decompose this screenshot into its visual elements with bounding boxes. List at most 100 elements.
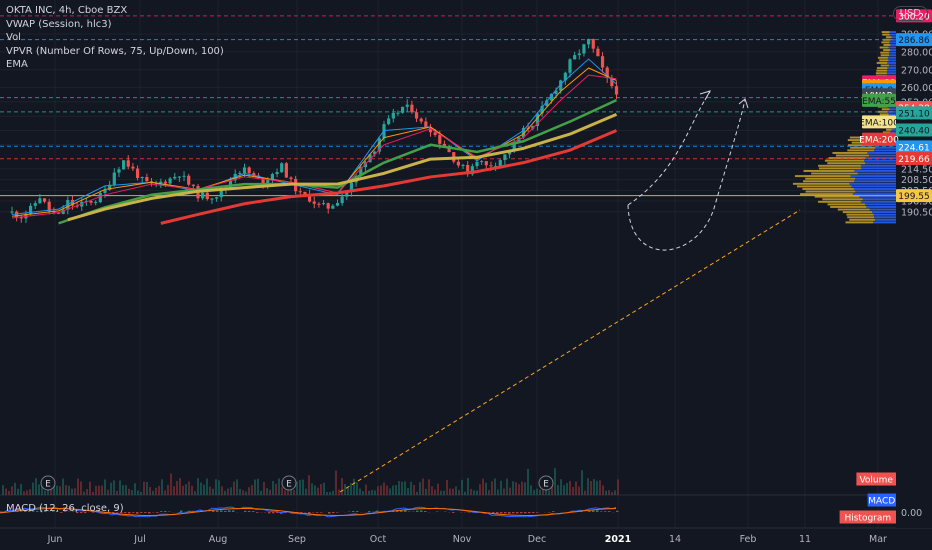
volume-bar bbox=[80, 481, 82, 495]
vpvr-row-up bbox=[865, 162, 896, 165]
candle-body bbox=[321, 203, 326, 205]
macd-pane bbox=[0, 506, 619, 518]
macd-legend[interactable]: MACD (12, 26, close, 9) bbox=[6, 503, 124, 514]
candle-body bbox=[391, 112, 395, 119]
price-tag-bg bbox=[896, 152, 932, 166]
candle-body bbox=[191, 184, 195, 187]
vpvr-row-up bbox=[890, 38, 896, 41]
vpvr-row-up bbox=[889, 108, 896, 111]
volume-bar bbox=[611, 491, 613, 495]
candle-body bbox=[521, 127, 526, 138]
time-tick: Mar bbox=[869, 534, 887, 545]
vpvr-row-down bbox=[835, 154, 869, 157]
macd-histogram-bar bbox=[24, 509, 27, 512]
candle-body bbox=[331, 205, 335, 209]
vpvr-row-down bbox=[885, 36, 892, 39]
volume-bar bbox=[365, 484, 367, 495]
vpvr-row-up bbox=[891, 128, 896, 131]
vpvr-row-down bbox=[818, 164, 861, 167]
candle-body bbox=[317, 203, 321, 205]
price-tick: 280.00 bbox=[901, 47, 932, 58]
volume-bar bbox=[11, 486, 13, 495]
volume-bar bbox=[377, 486, 379, 495]
candle-body bbox=[512, 142, 516, 152]
vpvr-row-down bbox=[875, 72, 887, 75]
vpvr-row-down bbox=[883, 49, 891, 52]
indicator-ema[interactable]: EMA bbox=[6, 59, 28, 70]
volume-bar bbox=[584, 490, 586, 495]
volume-bar bbox=[119, 480, 121, 495]
vpvr-row-down bbox=[832, 151, 868, 154]
volume-bar bbox=[239, 488, 241, 495]
vpvr-row-up bbox=[861, 167, 896, 170]
macd-histogram-bar bbox=[52, 511, 55, 512]
volume-bar bbox=[341, 478, 343, 495]
candle-body bbox=[480, 161, 484, 163]
volume-bar bbox=[200, 482, 202, 495]
volume-bar bbox=[62, 478, 64, 495]
volume-bar bbox=[368, 490, 370, 495]
volume-bar bbox=[503, 488, 505, 495]
volume-bar bbox=[494, 478, 496, 495]
volume-bar bbox=[98, 485, 100, 495]
vpvr-row-down bbox=[881, 31, 890, 34]
candle-body bbox=[573, 55, 577, 60]
candle-body bbox=[605, 67, 609, 78]
time-tick: 11 bbox=[799, 534, 811, 545]
candle-body bbox=[173, 176, 177, 179]
time-tick: Jun bbox=[47, 534, 63, 545]
price-axis: 290.00280.00270.00260.00252.00244.00236.… bbox=[896, 0, 932, 528]
vpvr-row-up bbox=[854, 169, 896, 172]
candle-body bbox=[610, 77, 614, 87]
candle-body bbox=[159, 181, 163, 183]
macd-histogram-bar bbox=[28, 511, 31, 512]
indicator-vol[interactable]: Vol bbox=[6, 32, 21, 43]
candle-body bbox=[489, 165, 493, 167]
volume-bar bbox=[137, 490, 139, 495]
volume-bar bbox=[392, 485, 394, 495]
vpvr-row-down bbox=[880, 64, 890, 67]
vpvr-row-up bbox=[862, 198, 896, 201]
earnings-label: E bbox=[543, 480, 549, 490]
ema-line-ema-200 bbox=[160, 129, 618, 225]
vpvr-row-up bbox=[872, 211, 896, 214]
candle-body bbox=[205, 192, 209, 200]
volume-bar bbox=[449, 488, 451, 495]
volume-bar bbox=[413, 485, 415, 495]
volume-bar bbox=[539, 489, 541, 495]
volume-bar bbox=[206, 478, 208, 495]
macd-histogram-bar bbox=[552, 511, 555, 512]
earnings-circle bbox=[538, 475, 554, 491]
price-tag-label: EMA:100 bbox=[859, 118, 899, 128]
volume-bar bbox=[149, 486, 151, 495]
macd-histogram-bar bbox=[252, 511, 255, 512]
pane-tag-bg bbox=[867, 493, 896, 507]
vpvr-row-down bbox=[822, 198, 863, 201]
candle-body bbox=[33, 203, 37, 206]
volume-bar bbox=[296, 481, 298, 495]
candle-body bbox=[89, 200, 93, 203]
vpvr-row-down bbox=[881, 108, 890, 111]
currency-button[interactable]: USD bbox=[892, 6, 928, 21]
candle-body bbox=[577, 53, 581, 56]
time-tick: Dec bbox=[528, 534, 546, 545]
volume-bar bbox=[158, 485, 160, 495]
candle-body bbox=[587, 38, 591, 45]
volume-bar bbox=[407, 488, 409, 495]
price-tag-label: 199.55 bbox=[898, 192, 930, 202]
symbol-title[interactable]: OKTA INC, 4h, Cboe BZX bbox=[6, 5, 128, 16]
macd-histogram-bar bbox=[20, 511, 23, 512]
indicator-vpvr[interactable]: VPVR (Number Of Rows, 75, Up/Down, 100) bbox=[6, 45, 224, 57]
price-tag: 219.66 bbox=[896, 152, 932, 166]
vpvr-row-up bbox=[874, 216, 896, 219]
vpvr-row-down bbox=[827, 162, 866, 165]
macd-histogram-bar bbox=[520, 512, 523, 514]
indicator-vwap[interactable]: VWAP (Session, hlc3) bbox=[6, 18, 112, 30]
candle-body bbox=[563, 72, 567, 81]
candle-body bbox=[312, 201, 316, 204]
volume-bar bbox=[500, 480, 502, 495]
volume-bar bbox=[185, 484, 187, 495]
macd-histogram-bar bbox=[368, 511, 371, 512]
price-tag: EMA:100 bbox=[859, 115, 899, 129]
